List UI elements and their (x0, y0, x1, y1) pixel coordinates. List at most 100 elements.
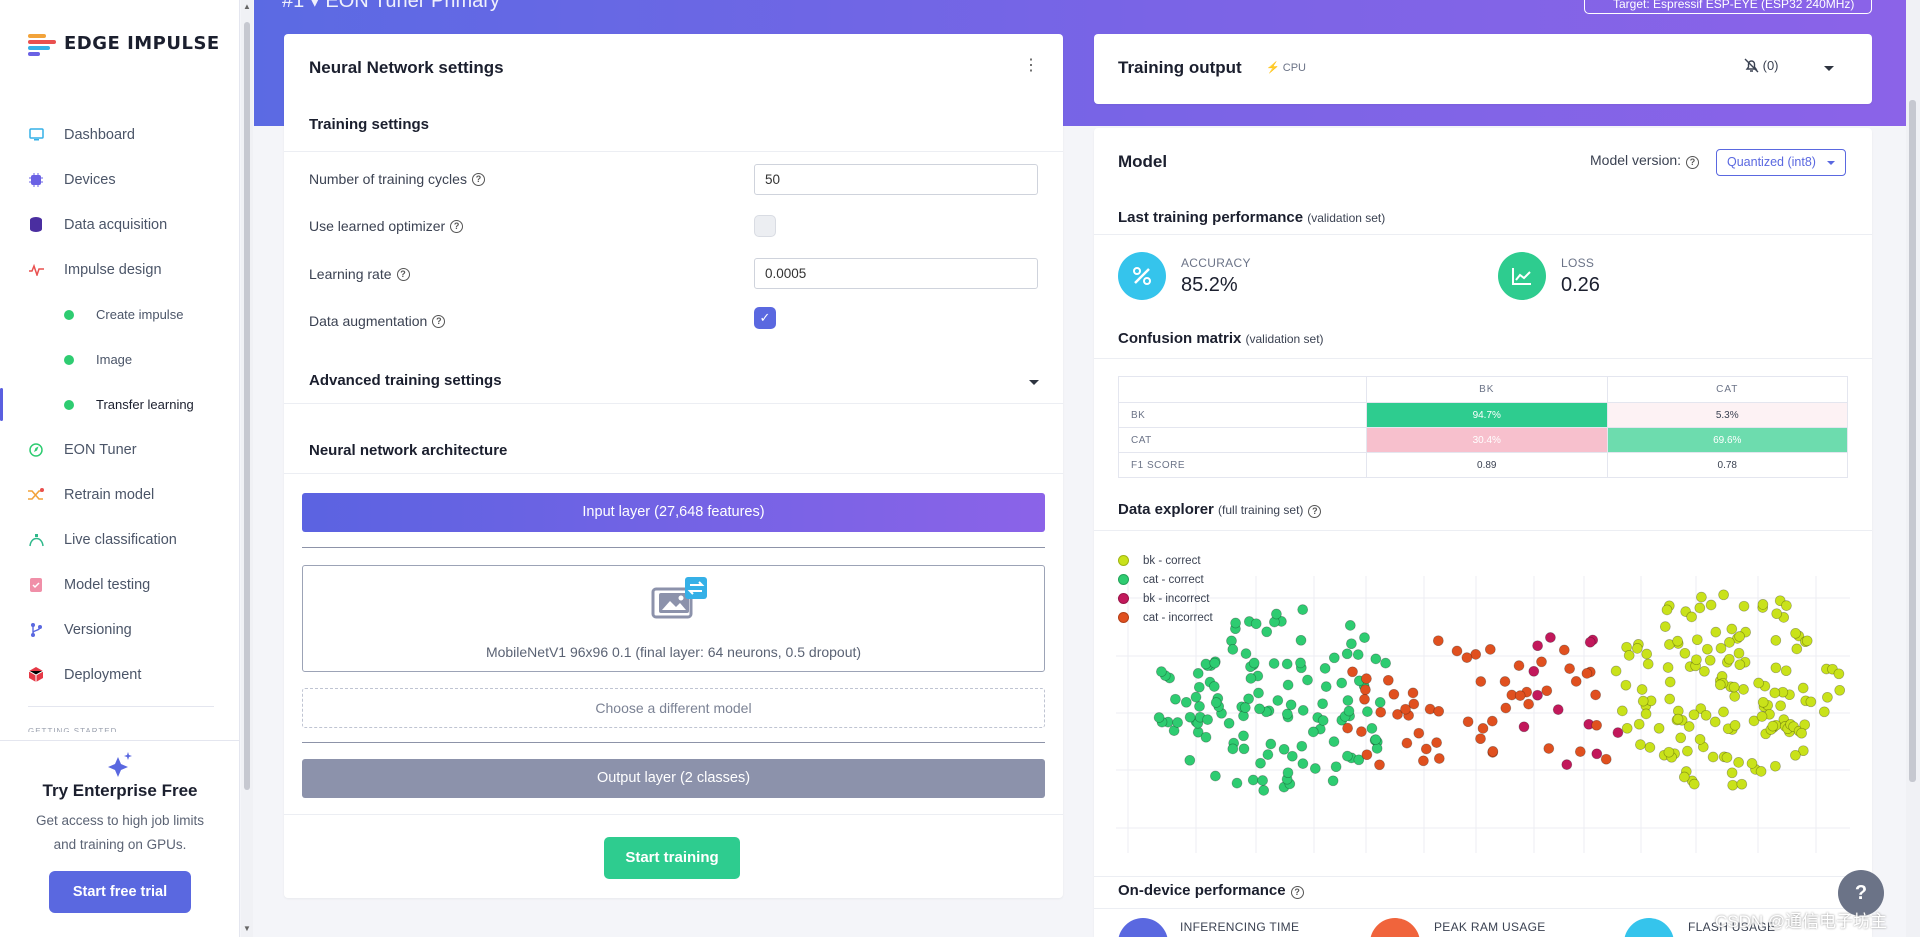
help-icon[interactable]: ? (396, 267, 410, 281)
scrollbar-thumb[interactable] (244, 22, 250, 790)
output-layer[interactable]: Output layer (2 classes) (302, 759, 1045, 798)
more-options-icon[interactable]: ⋮ (1023, 57, 1039, 74)
scatter-point (1543, 743, 1555, 754)
scatter-point (1296, 740, 1308, 752)
legend-label: bk - correct (1143, 554, 1201, 567)
scatter-point (1341, 648, 1353, 660)
database-icon (28, 217, 44, 233)
scatter-point (1297, 705, 1309, 716)
scatter-point (1748, 715, 1760, 727)
scatter-point (1282, 767, 1294, 779)
sidebar-item-retrain-model[interactable]: Retrain model (0, 472, 240, 517)
architecture-header: Neural network architecture (284, 442, 1063, 474)
legend-label: bk - incorrect (1143, 592, 1210, 605)
input-layer[interactable]: Input layer (27,648 features) (302, 493, 1045, 532)
help-icon[interactable]: ? (1686, 156, 1700, 169)
sidebar-item-label: Retrain model (64, 486, 155, 503)
help-icon[interactable]: ? (471, 172, 485, 186)
scatter-point (1790, 749, 1801, 761)
scatter-point (1317, 715, 1329, 726)
field-label: Number of training cycles (309, 171, 467, 187)
data-augmentation-checkbox[interactable]: ✓ (754, 307, 776, 329)
help-icon[interactable]: ? (1308, 505, 1322, 518)
scatter-point (1297, 758, 1309, 769)
scatter-point (1767, 720, 1779, 732)
scatter-point (1433, 753, 1445, 764)
sidebar-scrollbar[interactable]: ▲ ▼ (241, 0, 253, 937)
legend-swatch (1118, 555, 1129, 566)
training-cycles-input[interactable]: 50 (754, 164, 1038, 195)
scatter-point (1623, 650, 1635, 661)
scatter-point (1552, 704, 1564, 715)
advanced-training-settings-toggle[interactable]: Advanced training settings (284, 372, 1063, 404)
help-icon[interactable]: ? (1290, 886, 1304, 899)
scatter-point (1659, 621, 1671, 632)
field-label: Data augmentation (309, 313, 428, 329)
sidebar-item-create-impulse[interactable]: Create impulse (0, 292, 240, 337)
matrix-cell: 94.7% (1366, 402, 1608, 428)
sidebar-item-dashboard[interactable]: Dashboard (0, 112, 240, 157)
sidebar-item-live-classification[interactable]: Live classification (0, 517, 240, 562)
legend-item[interactable]: cat - correct (1118, 570, 1213, 589)
model-layer[interactable]: MobileNetV1 96x96 0.1 (final layer: 64 n… (302, 565, 1045, 672)
choose-model-button[interactable]: Choose a different model (302, 688, 1045, 728)
sidebar-nav: Dashboard Devices Data acquisition Impul… (0, 112, 240, 697)
sidebar-item-model-testing[interactable]: Model testing (0, 562, 240, 607)
scroll-down-icon[interactable]: ▼ (243, 924, 251, 933)
scatter-point (1664, 676, 1676, 688)
sidebar-item-image[interactable]: Image (0, 337, 240, 382)
scrollbar-thumb[interactable] (1909, 100, 1916, 782)
scatter-point (1320, 681, 1332, 692)
layer-connector (302, 742, 1045, 743)
device-badge: ⚡ CPU (1266, 58, 1306, 78)
model-version-select[interactable]: Quantized (int8) (1716, 149, 1846, 176)
chevron-down-icon[interactable] (1824, 66, 1834, 71)
learning-rate-input[interactable]: 0.0005 (754, 258, 1038, 289)
data-explorer-plot[interactable] (1106, 548, 1850, 853)
help-chat-button[interactable]: ? (1838, 870, 1884, 916)
metric-value: 0.26 (1561, 273, 1600, 296)
sidebar-item-versioning[interactable]: Versioning (0, 607, 240, 652)
notifications-toggle[interactable]: (0) (1744, 58, 1779, 73)
trend-chart-icon (1498, 252, 1546, 300)
legend-item[interactable]: bk - incorrect (1118, 589, 1213, 608)
scatter-point (1727, 779, 1739, 791)
sidebar-item-eon-tuner[interactable]: EON Tuner (0, 427, 240, 472)
status-dot-icon (64, 399, 74, 410)
scatter-point (1640, 708, 1652, 720)
heading-text: On-device performance (1118, 882, 1286, 899)
divider (1094, 876, 1872, 877)
scatter-point (1664, 693, 1676, 705)
main-scrollbar[interactable] (1906, 0, 1920, 937)
project-title[interactable]: #1 ▾ EON Tuner Primary (282, 0, 500, 12)
scatter-point (1755, 766, 1767, 777)
stopwatch-icon (1118, 918, 1168, 937)
chevron-down-icon (1029, 380, 1039, 385)
plot-legend: bk - correct cat - correct bk - incorrec… (1118, 551, 1213, 627)
scatter-point (1705, 599, 1717, 611)
target-device-button[interactable]: Target: Espressif ESP-EYE (ESP32 240MHz) (1584, 0, 1872, 14)
start-free-trial-button[interactable]: Start free trial (49, 871, 191, 913)
scatter-point (1723, 653, 1735, 665)
sidebar-item-data-acquisition[interactable]: Data acquisition (0, 202, 240, 247)
scatter-point (1359, 693, 1370, 705)
learned-optimizer-checkbox[interactable] (754, 215, 776, 237)
sidebar-item-transfer-learning[interactable]: Transfer learning (0, 382, 240, 427)
edge-impulse-logo[interactable]: EDGE IMPULSE (28, 32, 220, 56)
model-version-label: Model version:? (1590, 152, 1700, 169)
scatter-point (1591, 748, 1603, 760)
sidebar-item-impulse-design[interactable]: Impulse design (0, 247, 240, 292)
help-icon[interactable]: ? (432, 314, 446, 328)
sidebar-item-devices[interactable]: Devices (0, 157, 240, 202)
f1-cell: 0.89 (1366, 452, 1608, 478)
help-icon[interactable]: ? (450, 219, 464, 233)
legend-item[interactable]: bk - correct (1118, 551, 1213, 570)
scatter-point (1366, 723, 1378, 734)
scroll-up-icon[interactable]: ▲ (243, 2, 251, 11)
scatter-point (1475, 676, 1487, 687)
legend-item[interactable]: cat - incorrect (1118, 608, 1213, 627)
start-training-button[interactable]: Start training (604, 837, 740, 879)
sidebar-item-deployment[interactable]: Deployment (0, 652, 240, 697)
scatter-point (1688, 709, 1700, 721)
scatter-point (1726, 623, 1738, 635)
